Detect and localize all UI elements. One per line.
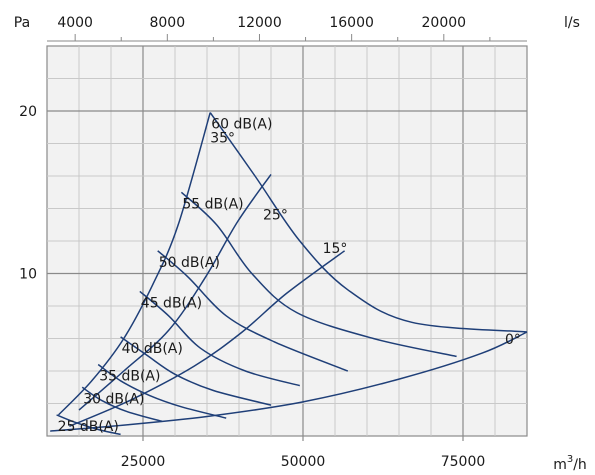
sound-curve-35-db-a (97, 363, 227, 419)
sound-label-45-db-a: 45 dB(A) (141, 295, 202, 311)
top-axis-tick-label: 16000 (329, 15, 374, 31)
bottom-axis: m3/h 25000 50000 75000 (121, 436, 587, 473)
left-axis: 10 20 (19, 104, 37, 283)
angle-curve-15deg (69, 250, 346, 427)
sound-curve-40-db-a (120, 336, 272, 406)
sound-label-35-db-a: 35 dB(A) (99, 369, 160, 385)
angle-label-25deg: 25° (263, 207, 288, 223)
sound-label-50-db-a: 50 dB(A) (159, 255, 220, 271)
top-axis: Pa l/s 4000 8000 12000 16000 20000 (14, 15, 580, 42)
y-axis-tick-label: 10 (19, 267, 37, 283)
y-axis-tick-label: 20 (19, 104, 37, 120)
sound-label-30-db-a: 30 dB(A) (83, 391, 144, 407)
sound-curve-50-db-a (157, 250, 349, 372)
bottom-axis-tick-label: 75000 (441, 454, 486, 470)
curve-labels: 60 dB(A) 55 dB(A) 50 dB(A) 45 dB(A) 40 dB(A)… (58, 117, 521, 435)
sound-curve-55-db-a (180, 191, 457, 358)
y-axis-unit-label: Pa (14, 15, 30, 31)
bottom-axis-tick-label: 25000 (121, 454, 166, 470)
curves (50, 112, 528, 436)
sound-curve-45-db-a (139, 290, 300, 387)
sound-curve-60-db-a (209, 112, 528, 333)
top-axis-tick-label: 8000 (149, 15, 185, 31)
top-axis-tick-label: 20000 (422, 15, 467, 31)
angle-curve-35deg (57, 112, 211, 416)
sound-label-25-db-a: 25 dB(A) (58, 419, 119, 435)
angle-label-0deg: 0° (505, 332, 521, 348)
sound-curve-30-db-a (81, 386, 163, 423)
angle-label-15deg: 15° (323, 241, 348, 257)
sound-label-40-db-a: 40 dB(A) (122, 341, 183, 357)
sound-curve-25-db-a (56, 414, 121, 436)
angle-label-35deg: 35° (210, 131, 235, 147)
bottom-axis-unit-label: m3/h (553, 454, 587, 473)
sound-label-55-db-a: 55 dB(A) (182, 196, 243, 212)
bottom-axis-tick-label: 50000 (281, 454, 326, 470)
angle-curve-0deg (50, 331, 528, 432)
top-axis-unit-label: l/s (564, 15, 580, 31)
angle-curve-25deg (78, 173, 272, 411)
sound-label-60-db-a: 60 dB(A) (211, 117, 272, 133)
grid (47, 46, 527, 436)
top-axis-tick-label: 4000 (57, 15, 93, 31)
top-axis-tick-label: 12000 (237, 15, 282, 31)
